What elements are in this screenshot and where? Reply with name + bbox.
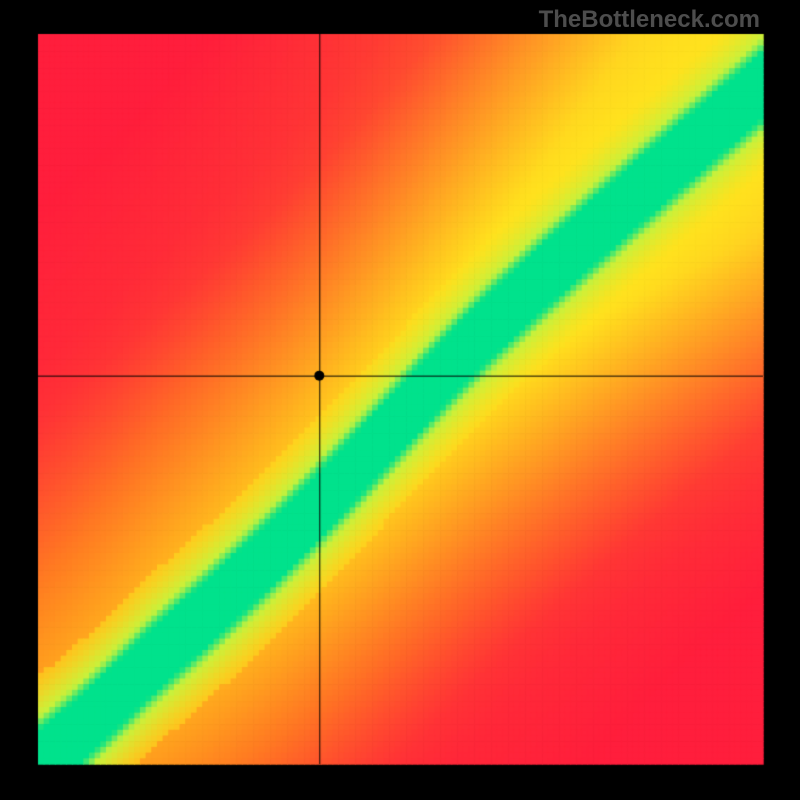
heatmap-canvas <box>0 0 800 800</box>
chart-container: TheBottleneck.com <box>0 0 800 800</box>
